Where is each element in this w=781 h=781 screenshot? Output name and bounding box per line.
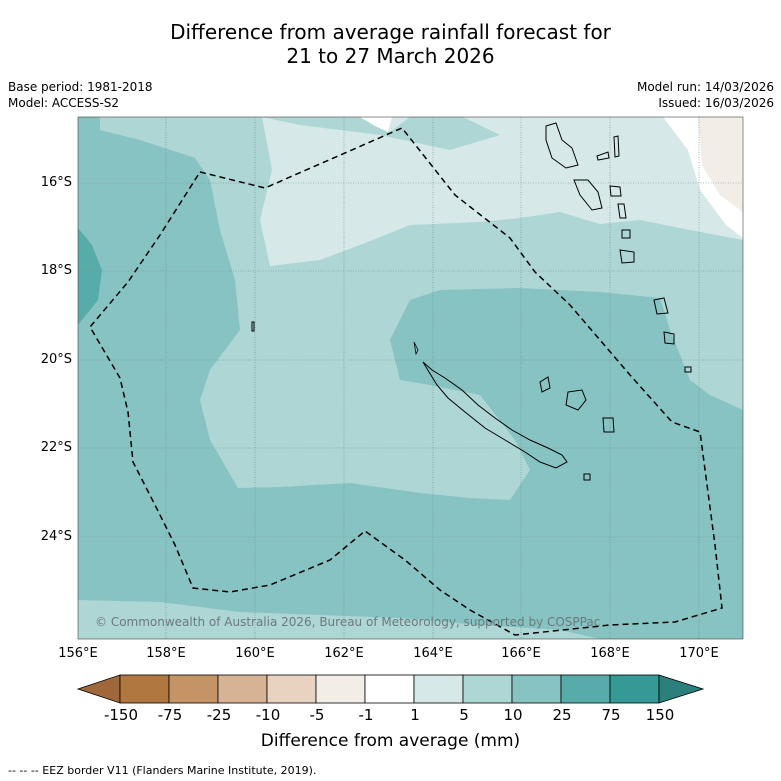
- rainfall-map: © Commonwealth of Australia 2026, Bureau…: [78, 117, 743, 639]
- lon-label-156e: 156°E: [58, 646, 98, 661]
- lon-label-170e: 170°E: [679, 646, 719, 661]
- ambae-island: [596, 151, 610, 161]
- colorbar-segment-4: [266, 674, 317, 704]
- chesterfield-islet: [251, 321, 255, 332]
- colorbar-segment-3: [217, 674, 268, 704]
- lat-label-18s: 18°S: [40, 263, 72, 278]
- lon-label-158e: 158°E: [146, 646, 186, 661]
- colorbar-segment-8: [462, 674, 513, 704]
- region-1-5mm: [260, 117, 743, 266]
- colorbar-tick-label: -10: [255, 706, 281, 724]
- pentecost-ambrym-islands: [609, 185, 622, 197]
- lon-label-160e: 160°E: [235, 646, 275, 661]
- colorbar-right-extension: [658, 674, 705, 704]
- matthew-hunter-islet: [684, 366, 692, 373]
- eez-footnote: -- -- -- EEZ border V11 (Flanders Marine…: [8, 764, 317, 777]
- tanna-island: [653, 297, 669, 315]
- colorbar-tick-label: 10: [503, 706, 523, 724]
- map-title-line1: Difference from average rainfall forecas…: [170, 20, 611, 44]
- colorbar-tick-label: -25: [206, 706, 232, 724]
- colorbar-segment-6: [364, 674, 415, 704]
- colorbar-segment-2: [168, 674, 219, 704]
- mare-island: [602, 417, 615, 433]
- colorbar-tick-label: -75: [157, 706, 183, 724]
- lon-label-162e: 162°E: [324, 646, 364, 661]
- base-period-text: Base period: 1981-2018: [8, 80, 153, 94]
- no-data-area-northeast: [663, 117, 743, 238]
- maewo-island: [613, 135, 620, 158]
- eez-border: [89, 127, 723, 636]
- region-minus5-minus1mm: [698, 117, 743, 212]
- new-caledonia-north-islets: [413, 341, 419, 356]
- colorbar-title: Difference from average (mm): [260, 731, 521, 751]
- colorbar-segment-9: [511, 674, 562, 704]
- colorbar-tick-label: -5: [309, 706, 325, 724]
- lon-label-168e: 168°E: [590, 646, 630, 661]
- colorbar-tick-label: 150: [645, 706, 675, 724]
- no-data-area-north: [360, 117, 392, 132]
- lat-label-22s: 22°S: [40, 440, 72, 455]
- espiritu-santo-island: [545, 122, 579, 169]
- colorbar-tick-label: -150: [103, 706, 139, 724]
- colorbar-left-extension: [76, 674, 121, 704]
- malekula-island: [573, 179, 603, 211]
- colorbar-segment-1: [119, 674, 170, 704]
- erromango-island: [619, 249, 635, 264]
- ouvea-island: [539, 376, 551, 393]
- colorbar-segment-10: [560, 674, 611, 704]
- efate-island: [621, 229, 631, 239]
- map-frame: [77, 116, 744, 640]
- copyright-text: © Commonwealth of Australia 2026, Bureau…: [95, 615, 600, 629]
- lat-label-20s: 20°S: [40, 352, 72, 367]
- model-run-text: Model run: 14/03/2026: [636, 80, 774, 94]
- region-25-75mm: [78, 228, 102, 325]
- lon-label-164e: 164°E: [413, 646, 453, 661]
- new-caledonia-grande-terre: [422, 361, 568, 469]
- map-title-line2: 21 to 27 March 2026: [286, 44, 495, 68]
- model-text: Model: ACCESS-S2: [8, 96, 120, 110]
- issued-text: Issued: 16/03/2026: [658, 96, 774, 110]
- lat-label-24s: 24°S: [40, 529, 72, 544]
- colorbar-tick-label: 75: [601, 706, 621, 724]
- colorbar-segment-7: [413, 674, 464, 704]
- lifou-island: [565, 389, 587, 411]
- isle-of-pines: [583, 473, 591, 481]
- colorbar-tick-label: -1: [358, 706, 374, 724]
- colorbar-tick-label: 1: [410, 706, 420, 724]
- colorbar-tick-label: 5: [459, 706, 469, 724]
- epi-shepherd-islands: [617, 203, 627, 219]
- colorbar-tick-label: 25: [552, 706, 572, 724]
- region-5-10mm-south: [78, 600, 600, 639]
- colorbar: [76, 674, 705, 704]
- colorbar-segment-11: [609, 674, 660, 704]
- aneityum-island: [663, 331, 675, 345]
- colorbar-segment-5: [315, 674, 366, 704]
- lat-label-16s: 16°S: [40, 175, 72, 190]
- lon-label-166e: 166°E: [501, 646, 541, 661]
